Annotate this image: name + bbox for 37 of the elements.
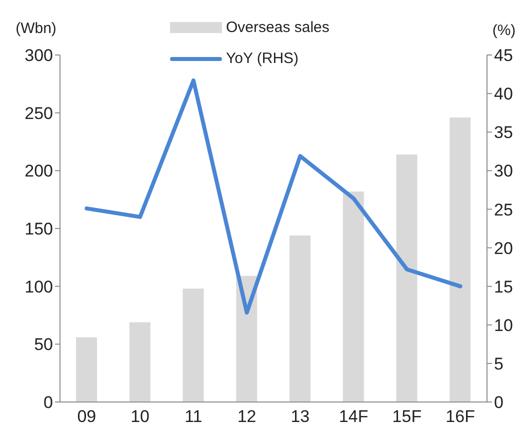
x-tick-label: 15F	[392, 407, 422, 426]
y2-tick-label: 10	[494, 316, 513, 335]
y-tick-label: 150	[24, 220, 53, 239]
y2-tick-label: 40	[494, 84, 513, 104]
y-axis-title: (Wbn)	[16, 20, 56, 37]
bar	[76, 337, 98, 402]
x-tick-label: 13	[290, 407, 310, 426]
bar	[290, 235, 311, 402]
y-tick-label: 100	[24, 277, 53, 296]
x-tick-label: 11	[184, 407, 202, 426]
bar	[182, 288, 204, 402]
x-tick-label: 12	[237, 407, 256, 426]
y2-tick-label: 35	[494, 123, 513, 142]
y2-tick-label: 5	[494, 354, 504, 374]
y-tick-label: 300	[24, 46, 53, 66]
x-tick-label: 16F	[446, 407, 475, 426]
y2-tick-label: 45	[494, 46, 513, 66]
y-tick-label: 50	[34, 335, 53, 354]
line-series	[84, 78, 462, 315]
y2-tick-label: 15	[494, 277, 513, 296]
y2-tick-label: 20	[494, 238, 513, 258]
x-tick-label: 14F	[338, 407, 368, 426]
bar	[396, 154, 418, 402]
y-tick-label: 250	[24, 104, 53, 123]
bar	[342, 191, 364, 402]
legend-label: Overseas sales	[226, 19, 330, 36]
y-tick-label: 0	[44, 393, 53, 412]
x-tick-label: 10	[130, 407, 150, 426]
legend-label: YoY (RHS)	[226, 50, 299, 67]
y2-tick-label: 30	[494, 162, 513, 181]
x-tick-label: 09	[77, 407, 96, 426]
y2-axis-title: (%)	[492, 22, 516, 39]
y-tick-label: 200	[24, 162, 53, 181]
bar	[450, 117, 471, 402]
bar	[129, 322, 150, 402]
y2-tick-label: 25	[494, 200, 513, 220]
y2-tick-label: 0	[494, 393, 504, 412]
